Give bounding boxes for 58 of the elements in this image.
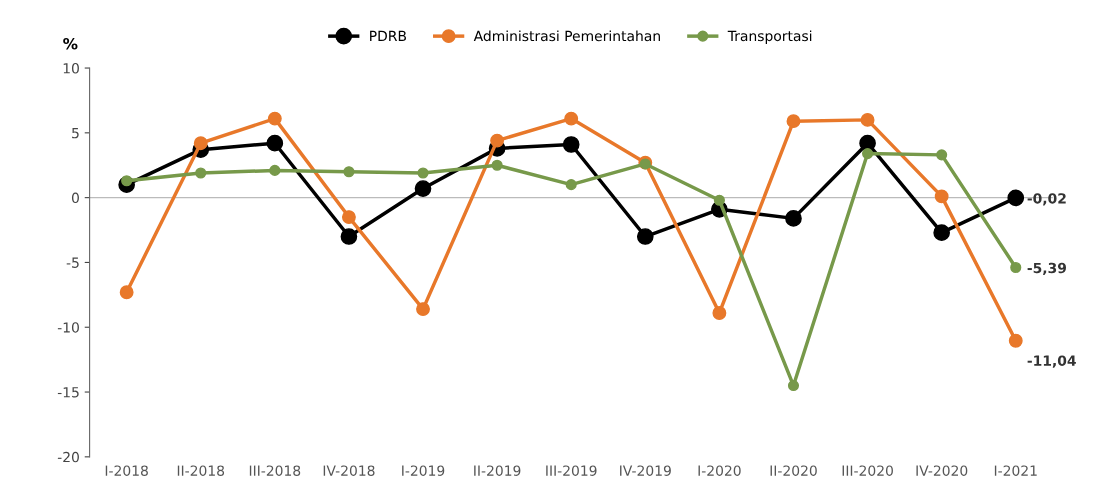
y-axis-title: % [63,37,78,50]
x-tick-label: III-2020 [842,465,893,476]
x-tick-label: I-2019 [402,465,445,476]
y-tick-label: 10 [63,63,79,74]
point [860,112,875,127]
point [341,210,356,225]
point [416,302,430,317]
y-tick-label: 0 [71,192,79,204]
point [343,166,355,178]
point [414,180,432,197]
point [490,133,505,148]
y-tick-label: -5 [66,257,79,268]
data-label: -5,39 [1027,262,1067,276]
x-tick-label: III-2018 [249,465,301,476]
point [933,224,950,241]
point [934,189,949,204]
x-tick-label: II-2019 [474,465,521,476]
x-tick-label: IV-2019 [620,465,671,476]
x-tick-label: I-2020 [698,465,741,476]
x-tick-label: II-2018 [177,465,225,476]
legend-label: PDRB [370,30,406,41]
point [787,380,800,392]
y-tick-label: 5 [72,127,79,139]
x-tick-label: IV-2020 [916,465,968,476]
legend-label: Transportasi [727,30,812,44]
point [636,228,654,245]
y-tick-label: -20 [57,451,79,463]
point [193,136,208,151]
data-label: -11,04 [1027,355,1076,368]
x-tick-label: I-2021 [994,465,1037,476]
point [1008,333,1023,348]
point [562,136,580,153]
point [1010,261,1022,274]
point [491,159,503,171]
point [340,228,358,245]
data-label: -0,02 [1027,193,1066,206]
point [786,114,801,129]
point [266,134,284,152]
y-tick-label: -15 [57,387,79,398]
point [195,167,207,179]
point [269,164,281,176]
point [1007,189,1025,207]
x-tick-label: III-2019 [546,465,597,476]
x-tick-label: I-2018 [105,465,148,476]
legend-label: Administrasi Pemerintahan [473,30,660,42]
point [565,179,577,191]
point [712,306,727,320]
point [267,111,282,126]
point [564,111,579,126]
point [862,148,874,160]
point [713,194,725,206]
point [119,285,134,300]
point [785,210,802,227]
point [936,149,948,161]
x-tick-label: II-2020 [770,465,817,476]
y-tick-label: -10 [57,322,79,333]
x-tick-label: IV-2018 [323,465,375,476]
point [417,167,429,179]
